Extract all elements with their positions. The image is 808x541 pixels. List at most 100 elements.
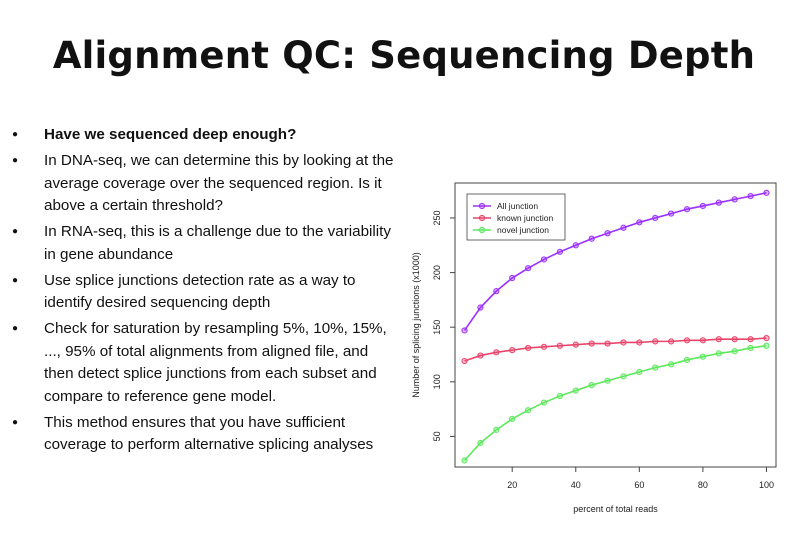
data-point xyxy=(509,347,516,354)
data-point xyxy=(477,439,484,447)
data-point xyxy=(731,196,738,203)
bullet-dot-icon: ● xyxy=(12,155,19,166)
data-point xyxy=(683,206,691,213)
bullet-list: ● Have we sequenced deep enough? ● In DNA-s… xyxy=(12,124,397,460)
bullet-dot-icon: ● xyxy=(12,129,19,140)
bullet-item: ● In DNA-seq, we can determine this by lo… xyxy=(12,150,397,218)
y-tick-label: 250 xyxy=(432,210,442,225)
chart-legend: All junction known junction novel junction xyxy=(466,193,566,241)
data-point xyxy=(699,202,707,210)
data-point xyxy=(604,230,611,237)
legend-marker xyxy=(478,226,486,234)
data-point xyxy=(763,335,770,342)
data-point xyxy=(493,426,500,433)
data-point xyxy=(652,214,659,222)
data-point xyxy=(604,377,611,384)
series-layer xyxy=(461,189,770,464)
data-point xyxy=(524,344,532,352)
legend-label: known junction xyxy=(497,213,554,223)
data-point xyxy=(699,337,707,344)
data-point xyxy=(636,219,643,226)
slide-title: Alignment QC: Sequencing Depth xyxy=(52,34,756,77)
y-axis-label: Number of splicing junctions (x1000) xyxy=(411,252,421,398)
y-tick-label: 200 xyxy=(432,265,442,280)
bullet-item: ● This method ensures that you have suffi… xyxy=(12,412,397,457)
data-point xyxy=(540,343,548,350)
data-point xyxy=(668,338,675,345)
data-point xyxy=(699,353,707,360)
x-tick-label: 40 xyxy=(571,480,581,490)
series-1 xyxy=(461,335,770,365)
data-point xyxy=(572,242,579,249)
legend-marker xyxy=(478,214,486,222)
data-point xyxy=(540,256,548,263)
data-point xyxy=(556,342,563,349)
data-point xyxy=(477,352,484,359)
data-point xyxy=(572,341,579,348)
series-line xyxy=(463,344,767,461)
x-tick-label: 60 xyxy=(634,480,644,490)
data-point xyxy=(652,338,659,345)
plot-frame xyxy=(454,182,777,468)
data-point xyxy=(668,210,675,217)
bullet-dot-icon: ● xyxy=(12,323,19,334)
y-tick-label: 50 xyxy=(432,431,442,441)
data-point xyxy=(683,337,691,344)
y-tick-label: 100 xyxy=(432,374,442,389)
bullet-text: This method ensures that you have suffic… xyxy=(44,413,374,454)
data-point xyxy=(636,368,643,376)
data-point xyxy=(747,344,754,352)
bullet-item: ● Use splice junctions detection rate as … xyxy=(12,270,397,315)
data-point xyxy=(524,407,532,414)
bullet-text: Use splice junctions detection rate as a… xyxy=(44,271,356,312)
data-point xyxy=(715,350,722,357)
data-point xyxy=(493,288,500,295)
x-axis: 20 40 60 80 100 xyxy=(507,467,774,490)
data-point xyxy=(620,373,627,380)
data-point xyxy=(477,304,484,311)
data-point xyxy=(556,248,563,255)
x-tick-label: 20 xyxy=(507,480,517,490)
data-point xyxy=(731,348,738,355)
y-axis: 50 100 150 200 250 xyxy=(432,210,455,441)
bullet-text: Have we sequenced deep enough? xyxy=(44,126,297,143)
bullet-item: ● In RNA-seq, this is a challenge due to … xyxy=(12,221,397,266)
data-point xyxy=(731,336,738,343)
bullet-item: ● Have we sequenced deep enough? xyxy=(12,124,397,147)
data-point xyxy=(588,381,595,389)
data-point xyxy=(509,415,516,423)
x-axis-label: percent of total reads xyxy=(573,504,658,514)
data-point xyxy=(715,199,722,206)
data-point xyxy=(668,361,675,368)
legend-label: All junction xyxy=(497,201,538,211)
series-0 xyxy=(461,189,770,334)
data-point xyxy=(620,224,627,231)
data-point xyxy=(747,193,754,200)
bullet-item: ● Check for saturation by resampling 5%, … xyxy=(12,318,397,408)
bullet-dot-icon: ● xyxy=(12,226,19,237)
y-tick-label: 150 xyxy=(432,320,442,335)
data-point xyxy=(588,235,595,242)
x-tick-label: 100 xyxy=(759,480,774,490)
bullet-text: In DNA-seq, we can determine this by loo… xyxy=(44,152,394,214)
data-point xyxy=(683,356,691,364)
data-point xyxy=(715,336,722,343)
data-point xyxy=(588,340,595,347)
data-point xyxy=(747,336,754,343)
data-point xyxy=(461,457,468,464)
data-point xyxy=(509,274,516,282)
data-point xyxy=(461,357,468,365)
data-point xyxy=(636,339,643,346)
bullet-dot-icon: ● xyxy=(12,416,19,428)
bullet-dot-icon: ● xyxy=(12,274,19,286)
data-point xyxy=(572,387,579,394)
legend-marker xyxy=(478,202,486,210)
series-2 xyxy=(461,342,770,464)
data-point xyxy=(524,265,532,272)
x-tick-label: 80 xyxy=(698,480,708,490)
data-point xyxy=(461,327,468,334)
data-point xyxy=(652,364,659,371)
legend-label: novel junction xyxy=(497,225,549,235)
data-point xyxy=(604,340,611,347)
